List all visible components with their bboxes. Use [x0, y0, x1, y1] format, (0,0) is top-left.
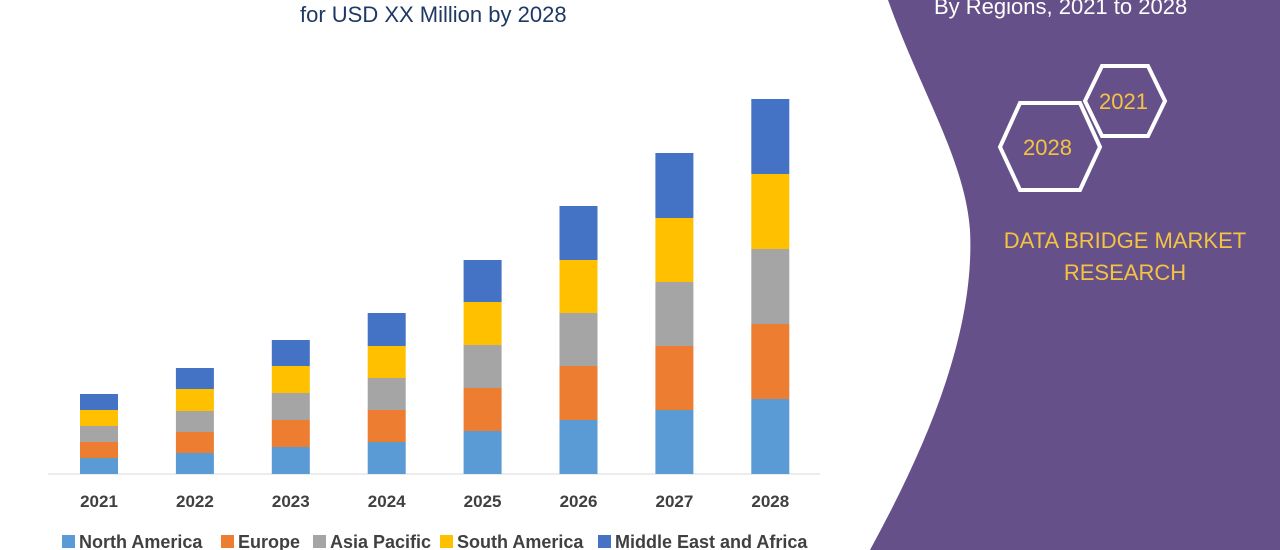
x-tick-label: 2022 — [176, 492, 214, 511]
bar-segment-2022-middle-east-and-africa — [175, 368, 214, 389]
bar-segment-2023-north-america — [271, 447, 310, 474]
bar-segment-2024-south-america — [367, 346, 406, 378]
x-tick-label: 2027 — [655, 492, 693, 511]
x-tick-label: 2024 — [368, 492, 406, 511]
bar-segment-2021-south-america — [80, 410, 118, 426]
bar-segment-2023-middle-east-and-africa — [271, 340, 310, 366]
legend-item: Europe — [221, 532, 300, 550]
bar-segment-2025-south-america — [463, 302, 502, 345]
legend-swatch — [598, 535, 611, 548]
bar-segment-2022-north-america — [175, 453, 214, 474]
brand-name-line1: DATA BRIDGE MARKET — [1003, 228, 1247, 253]
hex-label-2028: 2028 — [1023, 135, 1072, 160]
panel-subtitle: By Regions, 2021 to 2028 — [934, 0, 1188, 19]
bar-segment-2025-asia-pacific — [463, 345, 502, 388]
bar-segment-2024-middle-east-and-africa — [367, 313, 406, 346]
bar-segment-2028-asia-pacific — [751, 249, 790, 324]
bar-segment-2026-asia-pacific — [559, 313, 598, 366]
legend-label: Middle East and Africa — [615, 532, 808, 550]
x-tick-label: 2025 — [464, 492, 502, 511]
bar-segment-2024-north-america — [367, 442, 406, 474]
bar-segment-2027-south-america — [655, 218, 694, 282]
legend-item: Middle East and Africa — [598, 532, 808, 550]
legend-label: Europe — [238, 532, 300, 550]
bar-segment-2028-north-america — [751, 399, 790, 474]
bar-segment-2028-europe — [751, 324, 790, 399]
legend-swatch — [221, 535, 234, 548]
bar-segment-2022-asia-pacific — [175, 411, 214, 432]
bar-segment-2028-middle-east-and-africa — [751, 99, 790, 174]
bar-segment-2023-europe — [271, 420, 310, 447]
bar-segment-2026-europe — [559, 366, 598, 420]
legend-label: South America — [457, 532, 584, 550]
chart-title: for USD XX Million by 2028 — [300, 2, 567, 27]
bar-segment-2027-asia-pacific — [655, 282, 694, 346]
bar-segment-2023-asia-pacific — [271, 393, 310, 420]
legend-item: South America — [440, 532, 584, 550]
legend-label: Asia Pacific — [330, 532, 431, 550]
x-tick-label: 2023 — [272, 492, 310, 511]
bar-segment-2025-middle-east-and-africa — [463, 260, 502, 302]
bar-segment-2026-south-america — [559, 260, 598, 313]
bar-segment-2027-north-america — [655, 410, 694, 474]
hex-label-2021: 2021 — [1099, 89, 1148, 114]
bar-segment-2028-south-america — [751, 174, 790, 249]
bar-segment-2026-north-america — [559, 420, 598, 474]
bar-segment-2023-south-america — [271, 366, 310, 393]
legend-swatch — [440, 535, 453, 548]
x-tick-label: 2021 — [80, 492, 118, 511]
stacked-bar-chart: 2021 2022 2023 2024 2025 2026 2027 2028 North A… — [48, 99, 820, 550]
bar-segment-2022-south-america — [175, 389, 214, 411]
brand-name-line2: RESEARCH — [1063, 260, 1187, 285]
bar-segment-2021-europe — [80, 442, 118, 458]
legend-swatch — [62, 535, 75, 548]
legend-label: North America — [79, 532, 203, 550]
legend-swatch — [313, 535, 326, 548]
x-tick-label: 2026 — [560, 492, 598, 511]
bar-segment-2021-middle-east-and-africa — [80, 394, 118, 410]
bar-segment-2024-europe — [367, 410, 406, 442]
bar-segment-2021-north-america — [80, 458, 118, 474]
bar-segment-2025-europe — [463, 388, 502, 431]
legend-item: Asia Pacific — [313, 532, 431, 550]
bar-segment-2026-middle-east-and-africa — [559, 206, 598, 260]
bar-segment-2024-asia-pacific — [367, 378, 406, 410]
bar-segment-2027-middle-east-and-africa — [655, 153, 694, 218]
bar-segment-2025-north-america — [463, 431, 502, 474]
bar-segment-2027-europe — [655, 346, 694, 410]
legend-item: North America — [62, 532, 203, 550]
bar-segment-2021-asia-pacific — [80, 426, 118, 442]
bar-segment-2022-europe — [175, 432, 214, 453]
x-tick-label: 2028 — [751, 492, 789, 511]
